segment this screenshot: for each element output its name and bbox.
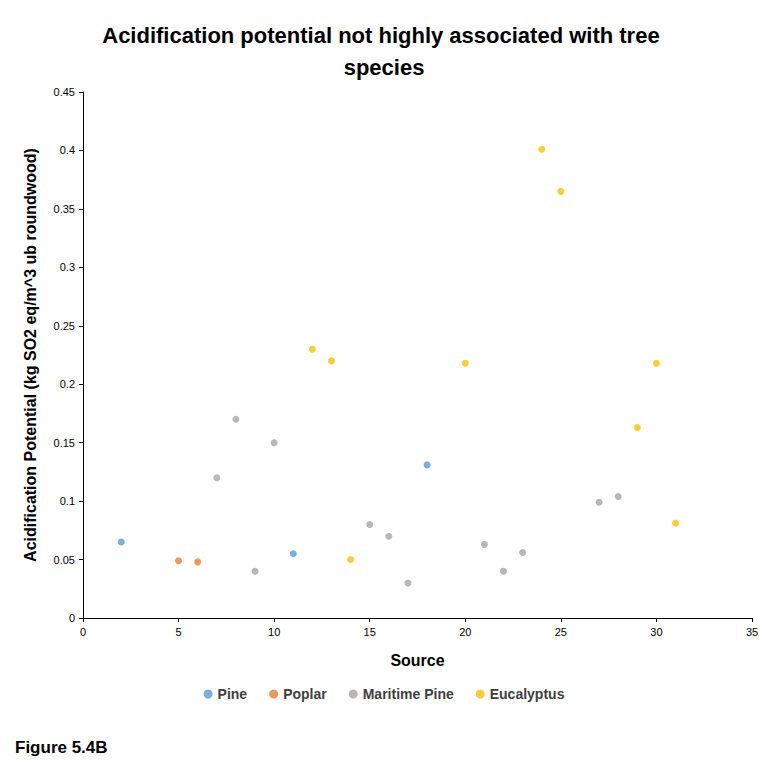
svg-text:Acidification potential not hi: Acidification potential not highly assoc… xyxy=(102,23,666,48)
svg-text:10: 10 xyxy=(268,626,280,638)
svg-text:0.3: 0.3 xyxy=(60,261,75,273)
svg-text:0: 0 xyxy=(80,626,86,638)
svg-text:0: 0 xyxy=(69,612,75,624)
svg-text:0.05: 0.05 xyxy=(54,554,75,566)
svg-text:Acidification Potential (kg SO: Acidification Potential (kg SO2 eq/m^3 u… xyxy=(22,148,39,562)
svg-text:Figure 5.4B: Figure 5.4B xyxy=(15,738,108,757)
svg-text:Source: Source xyxy=(390,652,444,669)
svg-text:0.1: 0.1 xyxy=(60,495,75,507)
svg-text:0.4: 0.4 xyxy=(60,144,75,156)
svg-text:Pine: Pine xyxy=(218,686,248,702)
svg-text:Eucalyptus: Eucalyptus xyxy=(490,686,565,702)
svg-text:15: 15 xyxy=(364,626,376,638)
svg-text:30: 30 xyxy=(650,626,662,638)
svg-text:0.2: 0.2 xyxy=(60,378,75,390)
svg-text:20: 20 xyxy=(459,626,471,638)
svg-text:0.35: 0.35 xyxy=(54,203,75,215)
svg-text:0.45: 0.45 xyxy=(54,86,75,98)
svg-text:0.25: 0.25 xyxy=(54,320,75,332)
svg-text:35: 35 xyxy=(746,626,758,638)
svg-text:0.15: 0.15 xyxy=(54,437,75,449)
svg-text:Maritime Pine: Maritime Pine xyxy=(363,686,454,702)
svg-text:Poplar: Poplar xyxy=(283,686,327,702)
svg-text:25: 25 xyxy=(555,626,567,638)
svg-text:species: species xyxy=(344,55,425,80)
svg-text:5: 5 xyxy=(176,626,182,638)
